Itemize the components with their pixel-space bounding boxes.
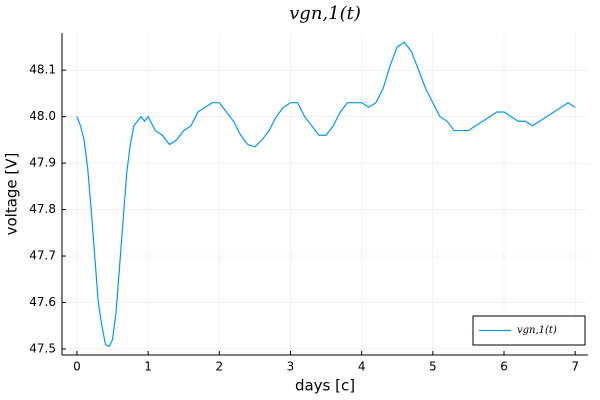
y-tick-label: 47.6 bbox=[29, 295, 56, 309]
y-tick-label: 48.0 bbox=[29, 109, 56, 123]
y-tick-label: 47.5 bbox=[29, 341, 56, 355]
y-tick-label: 48.1 bbox=[29, 63, 56, 77]
legend-label: vgn,1(t) bbox=[517, 325, 557, 336]
y-axis-label: voltage [V] bbox=[3, 153, 21, 236]
y-tick-label: 47.8 bbox=[29, 202, 56, 216]
x-tick-label: 4 bbox=[358, 360, 366, 374]
x-tick-label: 5 bbox=[429, 360, 437, 374]
y-tick-label: 47.7 bbox=[29, 249, 56, 263]
chart-title: vgn,1(t) bbox=[289, 3, 361, 24]
x-tick-label: 7 bbox=[571, 360, 579, 374]
x-tick-label: 6 bbox=[500, 360, 508, 374]
x-tick-label: 2 bbox=[215, 360, 223, 374]
x-axis-label: days [c] bbox=[295, 377, 355, 395]
x-tick-label: 1 bbox=[144, 360, 152, 374]
x-tick-label: 0 bbox=[73, 360, 81, 374]
y-tick-label: 47.9 bbox=[29, 156, 56, 170]
line-series bbox=[76, 41, 576, 348]
x-tick-label: 3 bbox=[287, 360, 295, 374]
